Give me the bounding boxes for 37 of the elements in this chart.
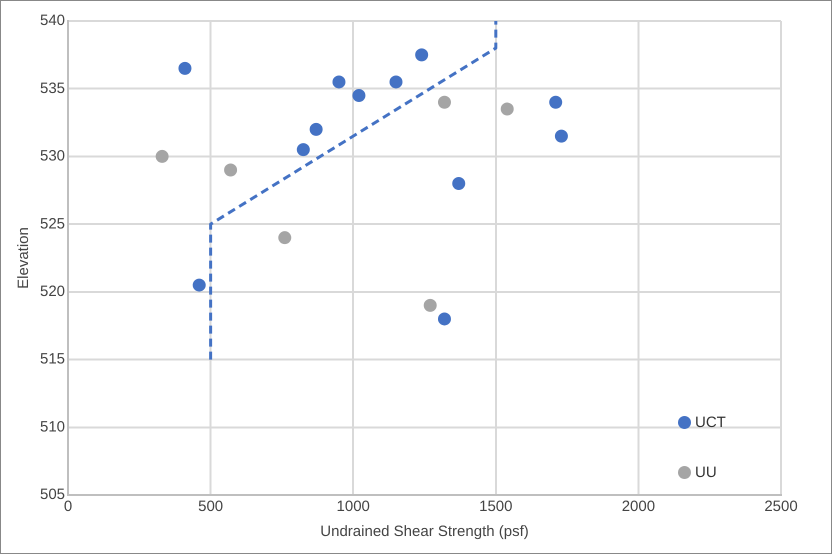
point bbox=[452, 177, 466, 190]
legend-label: UCT bbox=[695, 414, 726, 430]
y-tick-label: 505 bbox=[40, 486, 66, 504]
x-axis-title: Undrained Shear Strength (psf) bbox=[320, 523, 529, 540]
y-axis-title: Elevation bbox=[15, 227, 32, 289]
point bbox=[389, 75, 402, 88]
x-tick-label: 1500 bbox=[479, 498, 512, 516]
point bbox=[554, 130, 568, 143]
point bbox=[278, 231, 292, 244]
y-tick-label: 530 bbox=[40, 148, 66, 165]
point bbox=[296, 143, 310, 156]
line-series bbox=[209, 21, 498, 362]
point bbox=[500, 102, 514, 116]
x-tick-label: 500 bbox=[198, 498, 224, 516]
y-tick-label: 525 bbox=[40, 215, 66, 232]
point bbox=[424, 298, 437, 312]
point bbox=[438, 96, 451, 109]
y-tick-label: 520 bbox=[40, 283, 66, 300]
point bbox=[224, 163, 238, 176]
x-tick-label: 2000 bbox=[622, 498, 656, 516]
point bbox=[549, 96, 562, 109]
point bbox=[156, 150, 169, 163]
point bbox=[352, 88, 366, 102]
point bbox=[415, 48, 428, 62]
point bbox=[310, 122, 323, 136]
legend-label: UU bbox=[695, 464, 717, 480]
point bbox=[438, 312, 451, 326]
x-tick-label: 1000 bbox=[336, 498, 370, 516]
x-tick-label: 2500 bbox=[764, 498, 798, 516]
point bbox=[178, 62, 192, 75]
y-tick-label: 510 bbox=[40, 418, 66, 436]
y-tick-label: 515 bbox=[40, 350, 66, 368]
point bbox=[332, 75, 346, 88]
point bbox=[192, 278, 206, 292]
x-tick-label: 0 bbox=[64, 498, 72, 516]
y-tick-label: 540 bbox=[40, 12, 66, 30]
y-tick-label: 535 bbox=[40, 80, 66, 97]
